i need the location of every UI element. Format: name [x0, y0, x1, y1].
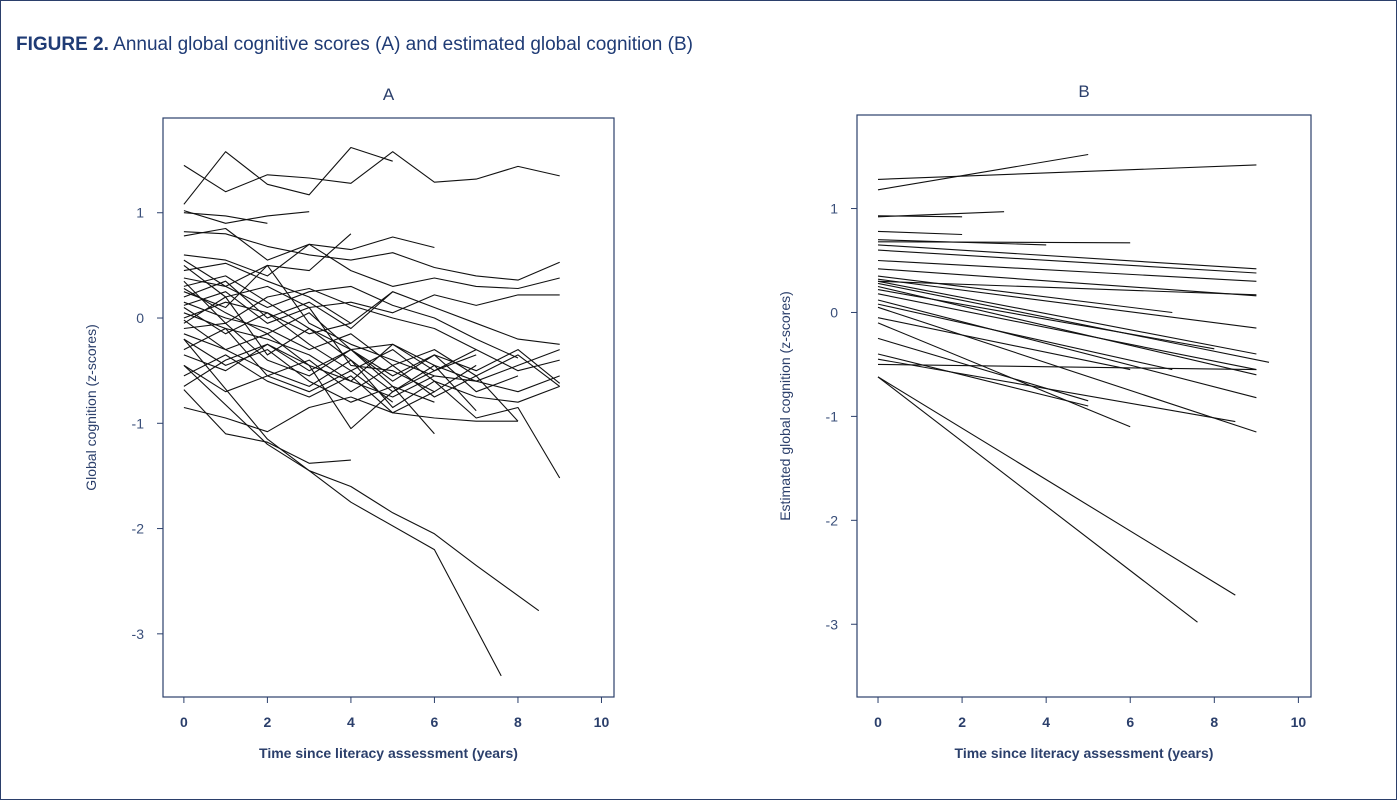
panel-a-series-line [183, 291, 477, 393]
panel-a-x-tick-label: 2 [263, 714, 271, 730]
panel-a-series-line [183, 307, 560, 403]
panel-b-x-tick-label: 10 [1291, 714, 1307, 730]
panel-a-series-line [183, 327, 394, 403]
panel-b-plot-frame [856, 114, 1312, 698]
panel-b-series-line [877, 153, 1089, 191]
panel-a-series-line [183, 212, 268, 224]
panel-a-x-tick-label: 4 [347, 714, 355, 730]
panel-a-series-line [183, 343, 477, 430]
panel-a-series-line [183, 231, 560, 281]
panel-a-series-line [183, 343, 561, 387]
figure-label: FIGURE 2. [16, 34, 109, 55]
panel-a-series-line [183, 151, 560, 193]
panel-a-series-line [183, 389, 351, 464]
panel-a-series-line [183, 396, 518, 433]
panel-a-series-line [183, 338, 435, 435]
panel-a-series-line [183, 338, 502, 677]
panel-a-series-line [183, 264, 560, 393]
panel-b-label: B [1078, 82, 1089, 101]
panel-a-x-tick-label: 0 [180, 714, 188, 730]
panel-a-x-tick-label: 8 [514, 714, 522, 730]
panel-a-label: A [383, 85, 395, 104]
panel-b-y-tick-label: -1 [826, 408, 839, 424]
panel-b-x-tick-label: 6 [1126, 714, 1134, 730]
panel-b-series-line [877, 299, 1257, 399]
panel-a-series-line [183, 301, 352, 335]
panel-a-series-line [183, 365, 540, 612]
panel-a-y-tick-label: -1 [132, 415, 145, 431]
panel-b-y-tick-label: -2 [826, 512, 839, 528]
panel-a-series-line [183, 146, 393, 205]
panel-a-x-axis-title: Time since literacy assessment (years) [259, 745, 518, 761]
panel-a-series-line [183, 262, 560, 345]
panel-a-series-line [183, 275, 477, 412]
panel-b-series-line [877, 376, 1198, 623]
panel-b-x-tick-label: 4 [1042, 714, 1050, 730]
panel-b-series-line [877, 164, 1257, 180]
panel-a-y-tick-label: -2 [132, 521, 145, 537]
panel-b-series-line [877, 259, 1257, 282]
panel-b-series-line [877, 282, 1270, 363]
panel-b-y-tick-label: 0 [830, 304, 838, 320]
panel-b-series-line [877, 317, 1131, 371]
panel-b-y-tick-label: -3 [826, 616, 839, 632]
panel-b-series-line [877, 215, 963, 218]
panel-a-series-line [183, 280, 394, 330]
panel-a-series-line [183, 359, 519, 422]
panel-b-y-axis-title: Estimated global cognition (z-scores) [777, 291, 793, 521]
panel-b-series-line [877, 241, 1131, 244]
panel-a-y-tick-label: 1 [136, 205, 144, 221]
panel-a-series-line [183, 210, 310, 224]
panel-b-series-line [877, 244, 1257, 270]
panel-a-series-line [183, 243, 560, 290]
panel-b-series-line [877, 289, 1215, 350]
panel-b-y-tick-label: 1 [830, 201, 838, 217]
panel-b-x-tick-label: 0 [874, 714, 882, 730]
panel-b-series-line [877, 337, 1089, 402]
panel-b-series-line [877, 278, 1257, 329]
panel-b-x-tick-label: 8 [1210, 714, 1218, 730]
panel-a-plot-frame [162, 117, 615, 698]
panel-b-series-line [877, 280, 1257, 355]
panel-b-series-line [877, 363, 1257, 371]
panel-a-series-line [183, 296, 560, 393]
panel-b-series-line [877, 293, 1257, 371]
figure-title: FIGURE 2. Annual global cognitive scores… [16, 34, 693, 56]
panel-b-series-line [877, 303, 1173, 371]
panel-b-series-line [877, 306, 1257, 433]
panel-b-series-line [877, 353, 1089, 407]
panel-a-y-tick-label: 0 [136, 310, 144, 326]
panel-b-series-line [877, 268, 1257, 297]
panel-b-series-line [877, 376, 1236, 596]
panel-b-series-line [877, 230, 963, 236]
panel-a-y-tick-label: -3 [132, 626, 145, 642]
panel-b-series-line [877, 239, 1047, 246]
panel-b-series-line [877, 322, 1131, 428]
panel-b-series-line [877, 275, 1173, 314]
panel-b-x-tick-label: 2 [958, 714, 966, 730]
panel-b-series-line [877, 358, 1236, 423]
panel-a-y-axis-title: Global cognition (z-scores) [83, 324, 99, 491]
panel-b-series-line [877, 249, 1257, 274]
panel-a-series-line [183, 333, 561, 479]
panel-a-x-tick-label: 10 [594, 714, 610, 730]
panel-a-x-tick-label: 6 [431, 714, 439, 730]
panel-b-x-axis-title: Time since literacy assessment (years) [955, 745, 1214, 761]
figure-title-text: Annual global cognitive scores (A) and e… [113, 34, 693, 55]
